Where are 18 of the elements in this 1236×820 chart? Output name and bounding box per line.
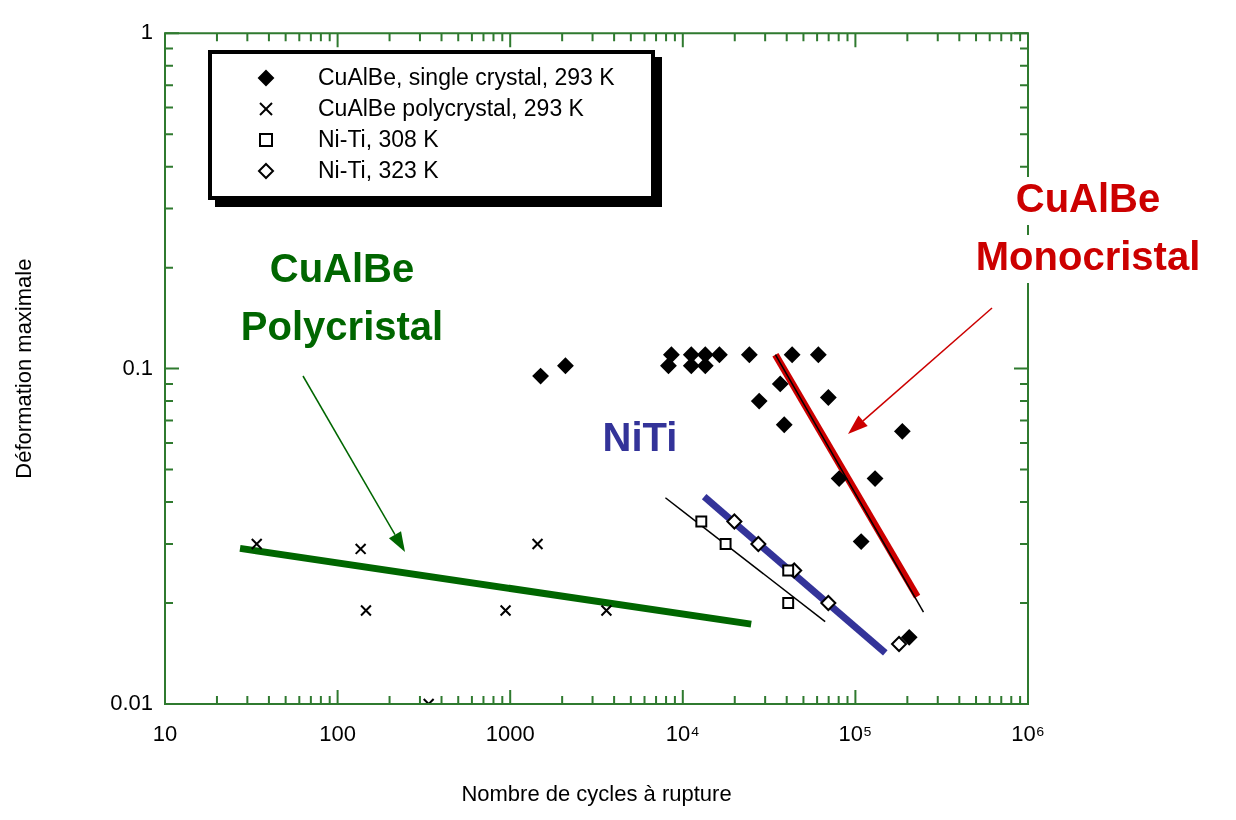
legend-label: CuAlBe polycrystal, 293 K	[318, 95, 584, 122]
y-tick-label: 0.1	[122, 354, 153, 380]
y-tick-label: 0.01	[110, 690, 153, 716]
annotation: CuAlBe Monocristal	[975, 176, 1201, 279]
annotation: CuAlBe Polycristal	[240, 246, 444, 349]
y-tick-label: 1	[140, 19, 153, 45]
legend-label: Ni-Ti, 308 K	[318, 126, 439, 153]
y-axis-title: Déformation maximale	[11, 258, 37, 479]
legend-label: CuAlBe, single crystal, 293 K	[318, 64, 615, 91]
annotation: NiTi	[602, 415, 678, 460]
x-tick-label: 100	[319, 721, 356, 747]
x-tick-label: 10⁵	[838, 721, 873, 747]
x-axis-title: Nombre de cycles à rupture	[461, 780, 732, 806]
legend-label: Ni-Ti, 323 K	[318, 157, 439, 184]
x-tick-label: 10⁶	[1011, 721, 1045, 747]
x-tick-label: 10	[152, 721, 178, 747]
x-tick-label: 1000	[485, 721, 535, 747]
x-tick-label: 10⁴	[665, 721, 700, 747]
